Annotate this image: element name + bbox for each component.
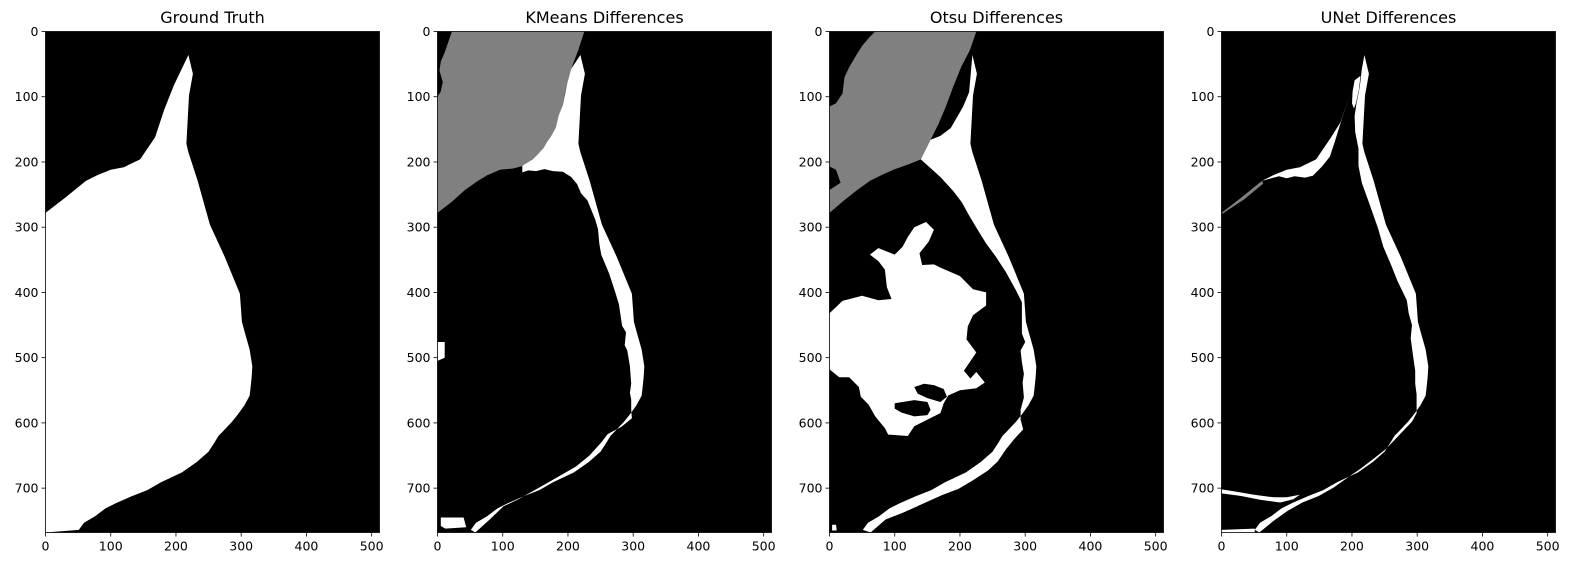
x-tick-label: 500 [360,539,384,554]
panel-title: Otsu Differences [930,8,1063,27]
mask-region-1 [470,55,645,533]
x-tick-label: 0 [434,539,442,554]
mask-region-3 [1221,180,1264,214]
mask-region-1 [1352,75,1361,109]
panel-title: UNet Differences [1321,8,1457,27]
y-tick-label: 700 [799,481,823,496]
y-tick-label: 200 [15,154,39,169]
y-tick-label: 200 [407,154,431,169]
panel-title: KMeans Differences [525,8,683,27]
y-tick-label: 700 [1191,481,1215,496]
y-tick-label: 400 [15,285,39,300]
x-tick-label: 500 [1536,539,1560,554]
panel-unet-differences: UNet Differences 0 100 200 300 400 500 0 100 200 3… [1191,8,1560,554]
mask-region-3 [894,400,931,417]
y-tick-label: 600 [407,415,431,430]
y-tick-label: 600 [1191,415,1215,430]
y-tick-label: 300 [407,220,431,235]
axes-frame [1221,31,1556,533]
y-tick-label: 100 [1191,89,1215,104]
y-tick-label: 500 [1191,350,1215,365]
y-tick-label: 600 [15,415,39,430]
mask-region-3 [440,517,467,529]
x-tick-label: 400 [1079,539,1103,554]
x-tick-label: 300 [1013,539,1037,554]
x-tick-label: 500 [1144,539,1168,554]
x-tick-label: 300 [621,539,645,554]
y-tick-label: 300 [15,220,39,235]
x-tick-label: 200 [556,539,580,554]
mask-region-5 [1221,528,1255,533]
mask-region-0 [437,31,585,213]
y-tick-label: 700 [407,481,431,496]
x-tick-label: 100 [491,539,515,554]
mask-region-0 [829,31,977,213]
axes-frame [829,31,1164,533]
x-tick-label: 100 [1275,539,1299,554]
axes-frame [45,31,380,533]
y-tick-label: 600 [799,415,823,430]
image-background [1221,31,1556,533]
y-tick-label: 0 [31,24,39,39]
y-tick-label: 500 [15,350,39,365]
panel-kmeans-differences: KMeans Differences 0 100 200 300 400 500 0 100 20… [407,8,776,554]
y-tick-label: 400 [799,285,823,300]
axes-frame [437,31,772,533]
y-tick-label: 100 [15,89,39,104]
mask-region-0 [45,55,253,533]
y-tick-label: 400 [1191,285,1215,300]
y-tick-label: 300 [1191,220,1215,235]
x-tick-label: 0 [42,539,50,554]
mask-region-2 [1261,93,1351,181]
y-tick-label: 400 [407,285,431,300]
x-tick-label: 300 [1405,539,1429,554]
y-tick-label: 0 [1207,24,1215,39]
x-tick-label: 400 [1471,539,1495,554]
y-tick-label: 500 [407,350,431,365]
mask-region-4 [1221,489,1300,503]
image-regions [45,55,253,533]
x-tick-label: 500 [752,539,776,554]
panel-ground-truth: Ground Truth 0 100 200 300 400 500 0 100 200 300 40… [15,8,384,554]
mask-region-2 [437,342,445,361]
x-tick-label: 100 [883,539,907,554]
panel-title: Ground Truth [160,8,265,27]
x-tick-label: 100 [99,539,123,554]
y-tick-label: 700 [15,481,39,496]
image-regions [1221,55,1429,533]
panel-otsu-differences: Otsu Differences 0 100 200 300 400 500 0 100 200 3… [799,8,1168,554]
y-tick-label: 200 [799,154,823,169]
y-tick-label: 200 [1191,154,1215,169]
mask-region-4 [914,383,947,402]
y-tick-label: 0 [815,24,823,39]
y-tick-label: 500 [799,350,823,365]
x-tick-label: 400 [687,539,711,554]
image-regions [437,31,645,533]
mask-region-1 [862,55,1037,533]
x-tick-label: 200 [164,539,188,554]
x-tick-label: 200 [1340,539,1364,554]
y-tick-label: 100 [407,89,431,104]
x-tick-label: 400 [295,539,319,554]
mask-region-5 [832,524,837,531]
x-tick-label: 0 [826,539,834,554]
x-tick-label: 200 [948,539,972,554]
x-tick-label: 0 [1218,539,1226,554]
mask-region-2 [829,222,987,436]
y-tick-label: 100 [799,89,823,104]
x-tick-label: 300 [229,539,253,554]
y-tick-label: 0 [423,24,431,39]
y-tick-label: 300 [799,220,823,235]
image-regions [829,31,1037,533]
